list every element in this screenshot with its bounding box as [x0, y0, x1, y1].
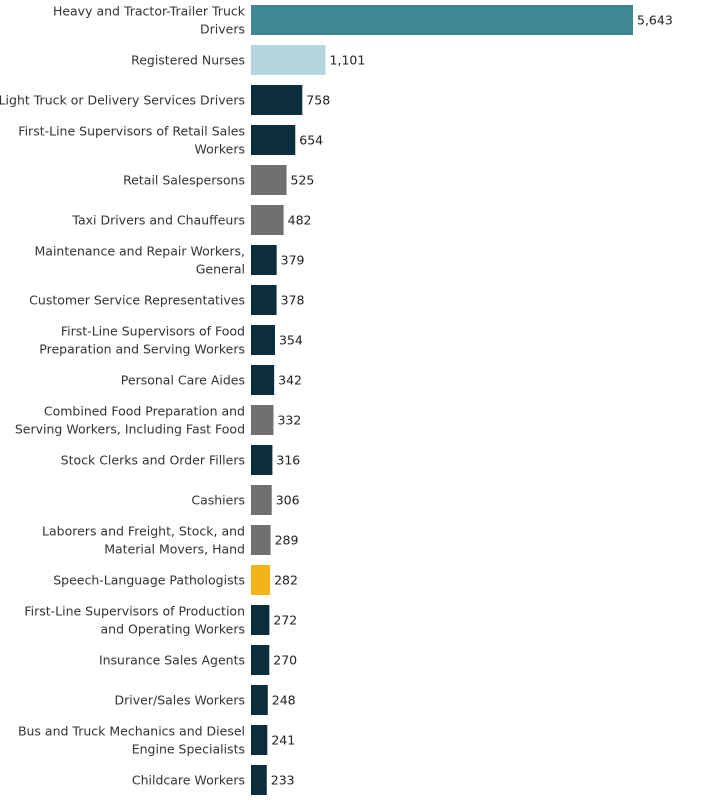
- category-label: Material Movers, Hand: [104, 542, 245, 557]
- bar: [251, 445, 273, 475]
- category-label: Engine Specialists: [132, 742, 245, 757]
- value-label: 248: [272, 693, 296, 708]
- bar: [251, 605, 270, 635]
- value-label: 289: [275, 533, 299, 548]
- category-label: Serving Workers, Including Fast Food: [15, 422, 245, 437]
- category-label: Speech-Language Pathologists: [53, 573, 245, 588]
- category-label: First-Line Supervisors of Food: [61, 324, 245, 339]
- value-label: 654: [299, 133, 323, 148]
- category-label: Bus and Truck Mechanics and Diesel: [18, 724, 245, 739]
- bar: [251, 405, 274, 435]
- value-label: 758: [306, 93, 330, 108]
- category-labels-group: Heavy and Tractor-Trailer Truck Drivers Re…: [0, 4, 246, 788]
- category-label: Combined Food Preparation and: [44, 404, 245, 419]
- value-label: 233: [271, 773, 295, 788]
- bar: [251, 365, 275, 395]
- bar: [251, 525, 271, 555]
- category-label: Workers: [194, 142, 245, 157]
- category-label: Driver/Sales Workers: [115, 693, 245, 708]
- value-label: 5,643: [637, 13, 673, 28]
- category-label: Laborers and Freight, Stock, and: [42, 524, 245, 539]
- category-label: Taxi Drivers and Chauffeurs: [71, 213, 245, 228]
- value-label: 332: [277, 413, 301, 428]
- bar: [251, 165, 287, 195]
- category-label: and Operating Workers: [100, 622, 245, 637]
- bar: [251, 485, 272, 515]
- bar: [251, 765, 267, 795]
- category-label: Personal Care Aides: [121, 373, 245, 388]
- category-label: First-Line Supervisors of Retail Sales: [18, 124, 245, 139]
- value-label: 378: [281, 293, 305, 308]
- bar: [251, 5, 633, 35]
- bar: [251, 325, 275, 355]
- value-label: 525: [291, 173, 315, 188]
- category-label: Cashiers: [191, 493, 245, 508]
- bar: [251, 85, 303, 115]
- value-label: 282: [274, 573, 298, 588]
- category-label: Heavy and Tractor-Trailer Truck: [53, 4, 246, 19]
- bars-group: [251, 5, 633, 795]
- bar: [251, 645, 270, 675]
- category-label: Registered Nurses: [131, 53, 245, 68]
- bar: [251, 45, 326, 75]
- category-label: General: [196, 262, 245, 277]
- category-label: Preparation and Serving Workers: [39, 342, 245, 357]
- category-label: Maintenance and Repair Workers,: [35, 244, 245, 259]
- value-label: 241: [271, 733, 295, 748]
- value-label: 272: [273, 613, 297, 628]
- category-label: Insurance Sales Agents: [99, 653, 245, 668]
- category-label: Light Truck or Delivery Services Drivers: [0, 93, 245, 108]
- value-label: 342: [278, 373, 302, 388]
- bar: [251, 205, 284, 235]
- category-label: Stock Clerks and Order Fillers: [61, 453, 245, 468]
- category-label: First-Line Supervisors of Production: [24, 604, 245, 619]
- value-label: 1,101: [330, 53, 366, 68]
- bar: [251, 125, 296, 155]
- value-label: 316: [276, 453, 300, 468]
- value-label: 306: [276, 493, 300, 508]
- bar: [251, 245, 277, 275]
- value-label: 354: [279, 333, 303, 348]
- value-labels-group: 5,643 1,101 758 654 525 482 379 378 354 342 332 316…: [271, 13, 673, 788]
- bar: [251, 685, 268, 715]
- category-label: Customer Service Representatives: [29, 293, 245, 308]
- value-label: 482: [288, 213, 312, 228]
- category-label: Childcare Workers: [132, 773, 245, 788]
- bar: [251, 285, 277, 315]
- bar: [251, 565, 271, 595]
- bar: [251, 725, 268, 755]
- category-label: Retail Salespersons: [123, 173, 245, 188]
- category-label: Drivers: [200, 22, 245, 37]
- value-label: 379: [281, 253, 305, 268]
- value-label: 270: [273, 653, 297, 668]
